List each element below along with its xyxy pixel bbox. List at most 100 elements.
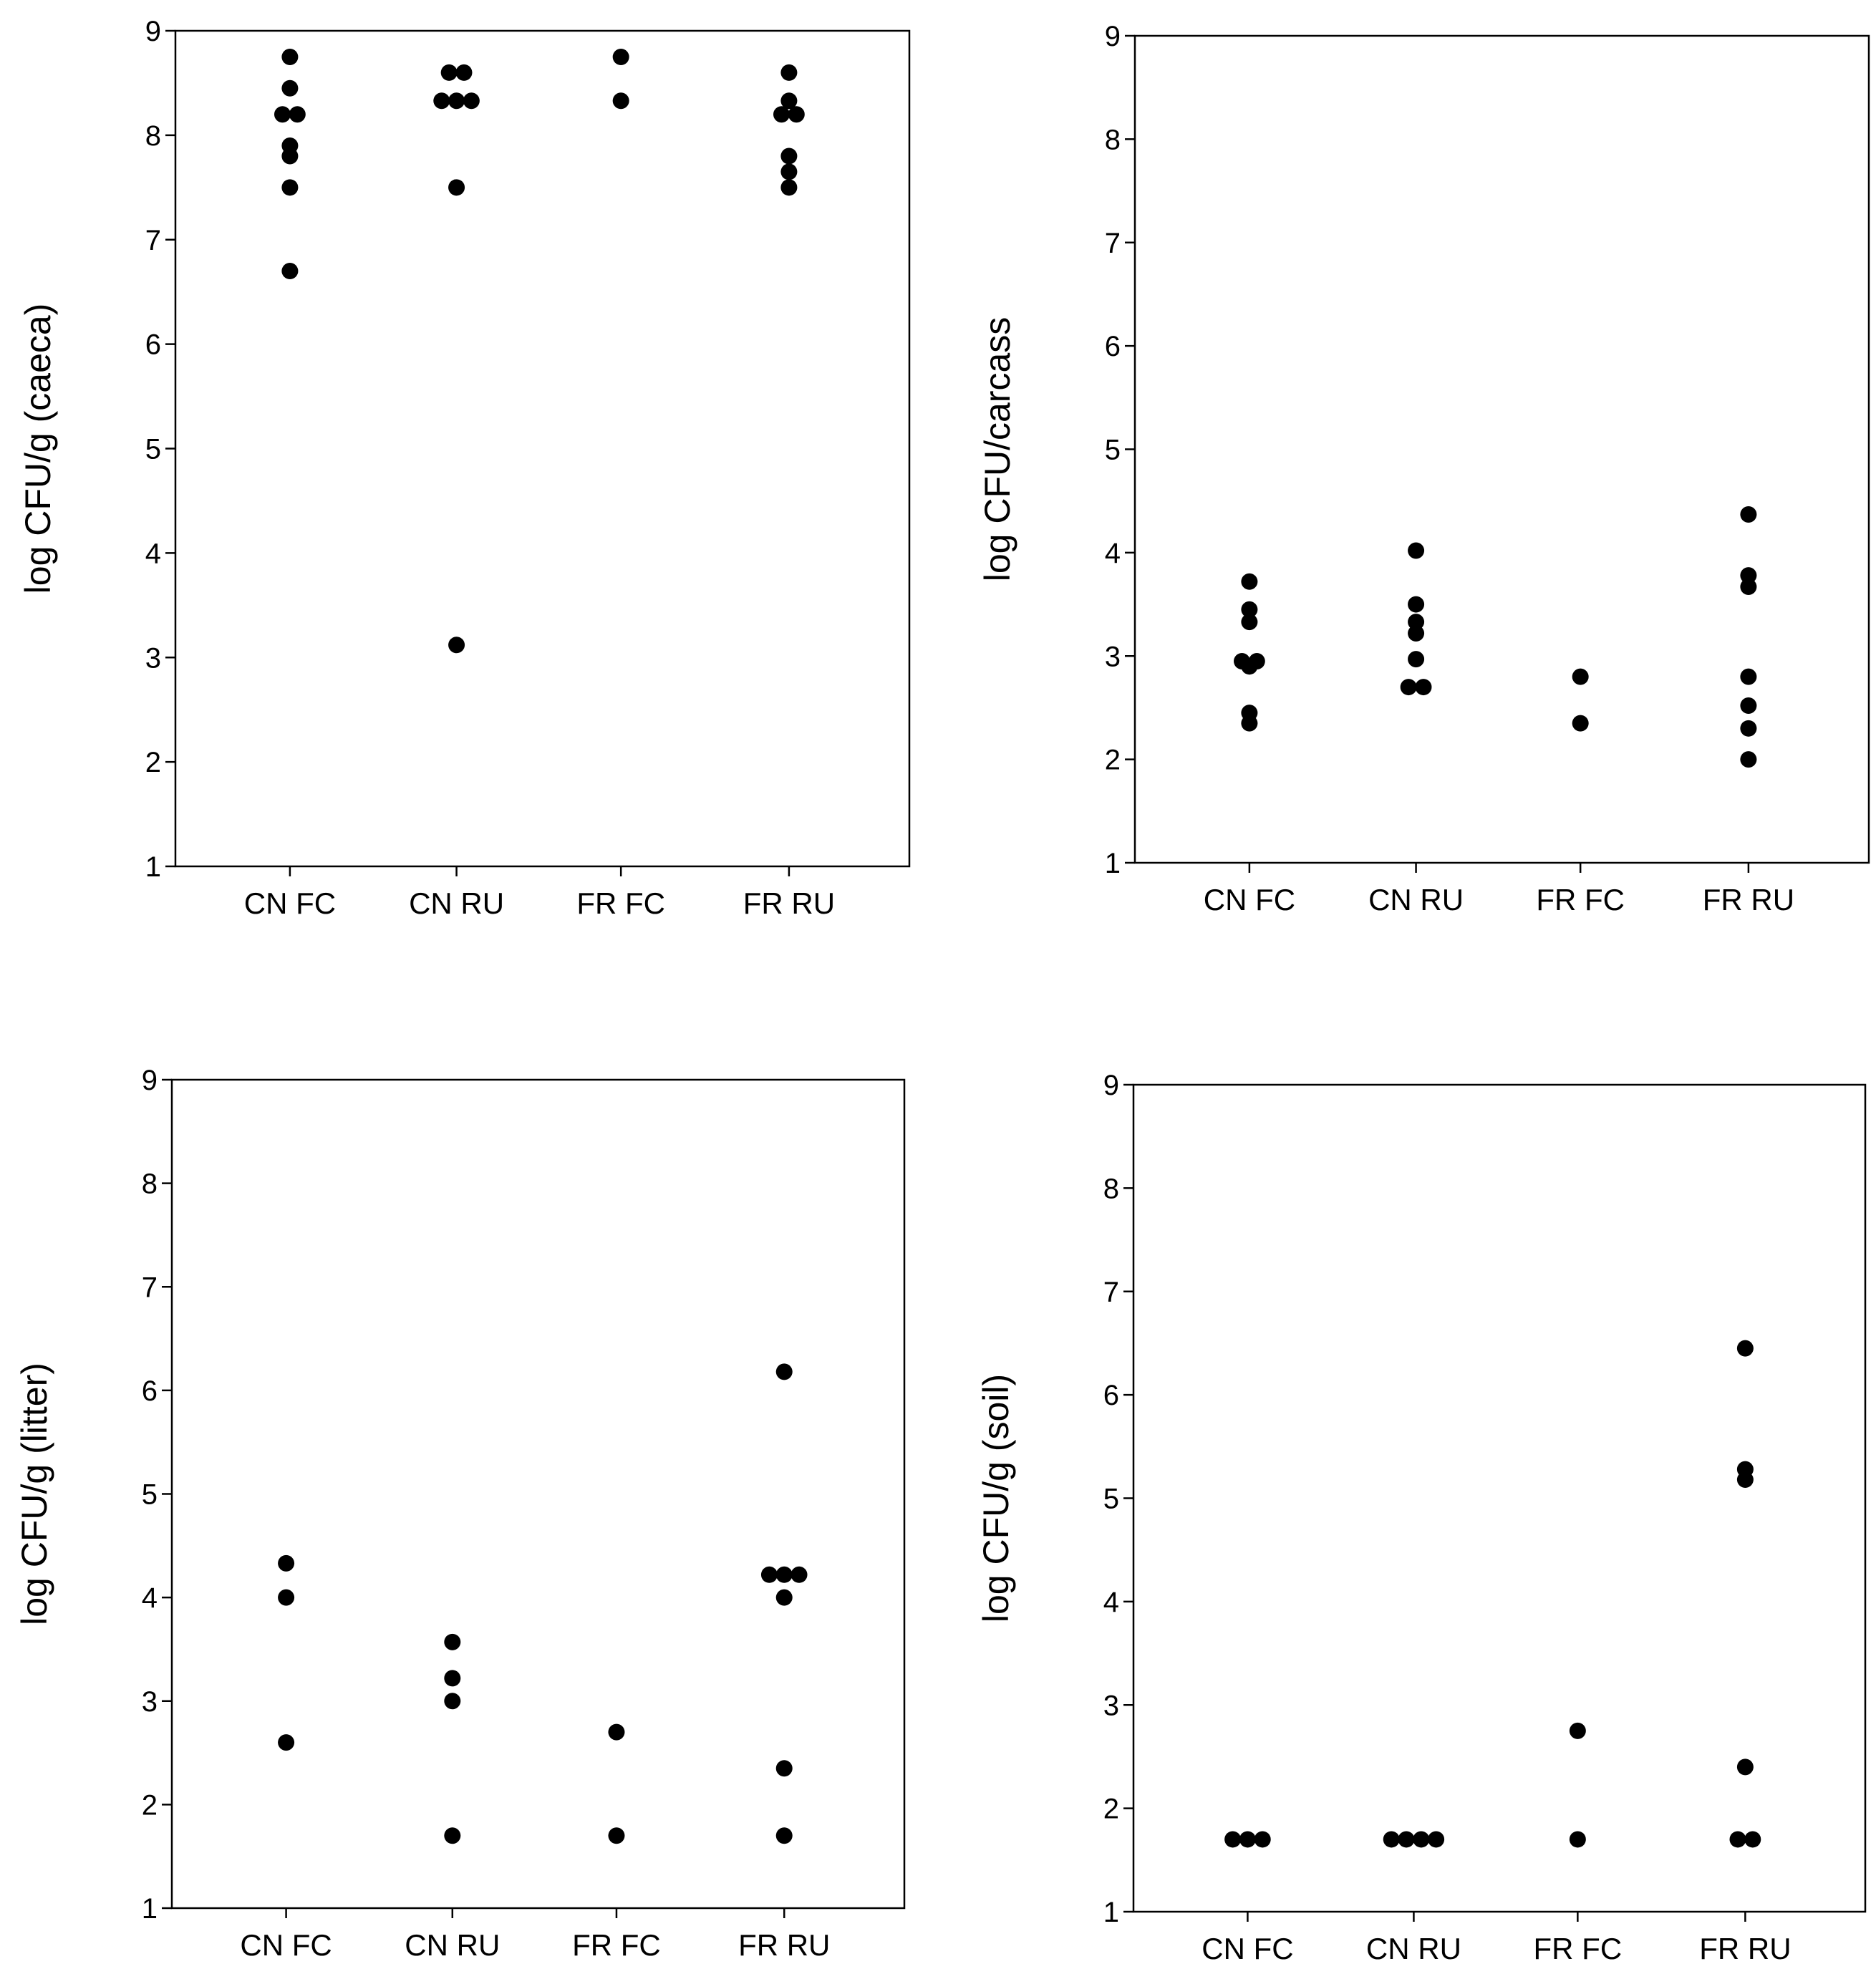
data-point — [1408, 596, 1425, 613]
data-point — [1241, 715, 1258, 732]
y-tick-label: 9 — [145, 16, 161, 47]
y-axis-title: log CFU/g (caeca) — [18, 304, 58, 594]
data-point — [612, 48, 629, 65]
data-point — [1383, 1831, 1400, 1848]
x-category-label: CN FC — [1201, 1932, 1293, 1965]
y-tick-label: 3 — [145, 642, 161, 674]
x-category-label: CN FC — [244, 886, 336, 920]
x-category-label: FR RU — [743, 886, 835, 920]
data-point — [1398, 1831, 1415, 1848]
data-point — [444, 1693, 461, 1710]
data-point — [448, 179, 465, 196]
data-point — [281, 147, 299, 165]
data-point — [281, 179, 299, 196]
plot-frame — [1133, 34, 1870, 864]
x-category-label: CN RU — [409, 886, 504, 920]
data-point — [448, 92, 465, 110]
data-point — [1428, 1831, 1445, 1848]
data-point — [1740, 668, 1757, 685]
data-point — [281, 263, 299, 280]
y-tick-label: 6 — [145, 329, 161, 361]
data-point — [1740, 567, 1757, 584]
data-point — [1740, 505, 1757, 523]
data-point — [1569, 1831, 1586, 1848]
y-tick-label: 1 — [145, 851, 161, 883]
y-tick-label: 2 — [142, 1789, 158, 1821]
x-category-label: FR RU — [1703, 883, 1794, 916]
data-point — [433, 92, 450, 110]
y-tick-label: 6 — [1105, 331, 1121, 362]
data-point — [274, 106, 291, 123]
panel-2: 1 2 3 4 5 6 7 8 9 CN FC CN RU FR FC FR RU log CFU/car… — [977, 21, 1870, 916]
data-point — [773, 106, 790, 123]
y-tick-label: 1 — [1103, 1897, 1119, 1928]
data-point — [1729, 1831, 1746, 1848]
y-tick-label: 7 — [1105, 228, 1121, 259]
y-tick-label: 8 — [1103, 1173, 1119, 1204]
y-tick-label: 5 — [142, 1479, 158, 1511]
data-point — [455, 64, 473, 81]
data-point — [281, 48, 299, 65]
x-category-label: FR FC — [572, 1928, 661, 1962]
y-axis-title: log CFU/g (soil) — [976, 1374, 1016, 1622]
data-point — [1239, 1831, 1256, 1848]
y-tick-label: 8 — [142, 1169, 158, 1200]
y-tick-label: 7 — [145, 225, 161, 256]
data-point — [444, 1633, 461, 1650]
data-point — [278, 1734, 295, 1751]
y-tick-label: 4 — [145, 538, 161, 569]
y-axis-title: log CFU/g (litter) — [14, 1363, 54, 1625]
data-point — [1413, 1831, 1430, 1848]
y-tick-label: 5 — [1105, 435, 1121, 466]
data-point — [775, 1363, 793, 1380]
data-point — [1241, 601, 1258, 618]
data-point — [1241, 614, 1258, 631]
y-tick-label: 8 — [145, 120, 161, 152]
y-tick-label: 4 — [1103, 1587, 1119, 1618]
data-point — [289, 106, 306, 123]
y-tick-label: 7 — [142, 1272, 158, 1303]
data-point — [1736, 1758, 1754, 1776]
x-category-label: CN RU — [405, 1928, 500, 1962]
data-point — [612, 92, 629, 110]
x-category-label: CN RU — [1368, 883, 1464, 916]
panel-4: 1 2 3 4 5 6 7 8 9 CN FC CN RU FR FC FR RU log CFU/g (… — [976, 1070, 1867, 1965]
y-tick-label: 5 — [1103, 1484, 1119, 1515]
data-point — [788, 106, 805, 123]
data-point — [1408, 542, 1425, 559]
data-point — [1569, 1722, 1586, 1739]
data-point — [278, 1589, 295, 1606]
x-category-label: CN FC — [1204, 883, 1295, 916]
y-tick-label: 9 — [142, 1065, 158, 1096]
data-point — [1241, 573, 1258, 590]
y-tick-label: 7 — [1103, 1277, 1119, 1308]
data-point — [760, 1566, 778, 1583]
data-point — [780, 64, 798, 81]
data-point — [1241, 658, 1258, 675]
x-category-label: FR RU — [738, 1928, 830, 1962]
y-tick-label: 4 — [1105, 538, 1121, 569]
x-category-label: CN FC — [240, 1928, 332, 1962]
data-point — [1740, 751, 1757, 768]
data-point — [1254, 1831, 1271, 1848]
data-point — [278, 1554, 295, 1572]
data-point — [780, 179, 798, 196]
data-point — [281, 79, 299, 97]
data-point — [790, 1566, 808, 1583]
data-point — [1572, 715, 1589, 732]
data-point — [1744, 1831, 1761, 1848]
y-tick-label: 9 — [1103, 1070, 1119, 1101]
data-point — [775, 1760, 793, 1777]
data-point — [775, 1827, 793, 1844]
data-point — [463, 92, 480, 110]
x-category-label: FR RU — [1699, 1932, 1791, 1965]
data-point — [608, 1827, 625, 1844]
y-tick-label: 9 — [1105, 21, 1121, 52]
y-tick-label: 5 — [145, 434, 161, 465]
data-point — [444, 1827, 461, 1844]
plot-frame — [170, 1078, 906, 1910]
y-tick-label: 1 — [1105, 848, 1121, 879]
y-tick-label: 4 — [142, 1582, 158, 1614]
plot-frame — [1132, 1083, 1867, 1913]
